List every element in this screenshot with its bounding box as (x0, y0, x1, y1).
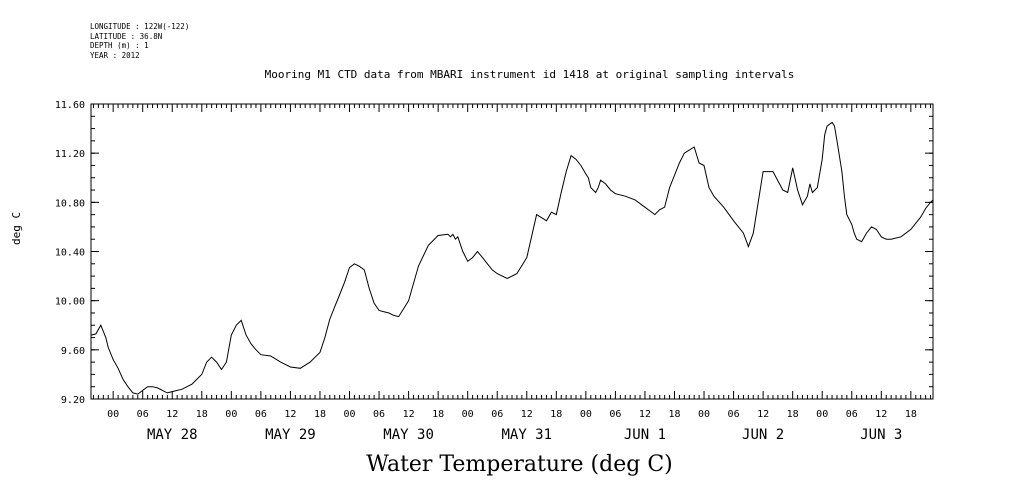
temperature-series-line (90, 121, 934, 395)
x-hour-label: 18 (314, 409, 326, 420)
x-hour-label: 18 (432, 409, 444, 420)
x-hour-label: 12 (757, 409, 769, 420)
x-day-label: MAY 28 (147, 427, 198, 443)
x-day-label: MAY 31 (501, 427, 552, 443)
y-tick-label: 10.80 (55, 198, 85, 209)
y-tick-label: 10.40 (55, 248, 85, 259)
x-hour-label: 18 (196, 409, 208, 420)
x-hour-label: 00 (225, 409, 237, 420)
chart-title: Mooring M1 CTD data from MBARI instrumen… (264, 68, 795, 81)
x-hour-label: 12 (403, 409, 415, 420)
y-tick-label: 9.60 (61, 346, 85, 357)
x-hour-label: 18 (905, 409, 917, 420)
x-hour-label: 06 (728, 409, 740, 420)
x-hour-label: 00 (580, 409, 592, 420)
x-hour-label: 12 (284, 409, 296, 420)
longitude-text: LONGITUDE : 122W(-122) (90, 22, 190, 31)
depth-text: DEPTH (m) : 1 (90, 41, 149, 50)
x-day-label: JUN 1 (624, 427, 666, 443)
x-hour-label: 06 (846, 409, 858, 420)
x-hour-label: 00 (816, 409, 828, 420)
x-hour-label: 00 (107, 409, 119, 420)
x-axis-title: Water Temperature (deg C) (366, 452, 673, 477)
x-day-label: JUN 3 (860, 427, 902, 443)
x-hour-label: 18 (550, 409, 562, 420)
x-hour-label: 00 (698, 409, 710, 420)
x-hour-label: 06 (491, 409, 503, 420)
x-hour-label: 12 (639, 409, 651, 420)
metadata-block: LONGITUDE : 122W(-122) LATITUDE : 36.8N … (90, 22, 189, 60)
x-hour-label: 00 (343, 409, 355, 420)
x-hour-label: 06 (137, 409, 149, 420)
y-tick-label: 10.00 (55, 297, 85, 308)
x-hour-label: 06 (255, 409, 267, 420)
plot-frame (90, 103, 934, 400)
year-text: YEAR : 2012 (90, 50, 140, 60)
x-hour-label: 18 (787, 409, 799, 420)
x-hour-label: 12 (166, 409, 178, 420)
latitude-text: LATITUDE : 36.8N (90, 31, 163, 41)
x-day-label: MAY 29 (265, 427, 316, 443)
x-hour-label: 00 (462, 409, 474, 420)
y-tick-label: 9.20 (61, 395, 85, 406)
x-hour-label: 06 (373, 409, 385, 420)
x-hour-label: 12 (875, 409, 887, 420)
x-hour-label: 12 (521, 409, 533, 420)
x-day-label: JUN 2 (742, 427, 784, 443)
y-tick-label: 11.60 (55, 100, 85, 111)
x-day-label: MAY 30 (383, 427, 434, 443)
x-hour-label: 18 (668, 409, 680, 420)
y-tick-label: 11.20 (55, 149, 85, 160)
x-hour-label: 06 (609, 409, 621, 420)
